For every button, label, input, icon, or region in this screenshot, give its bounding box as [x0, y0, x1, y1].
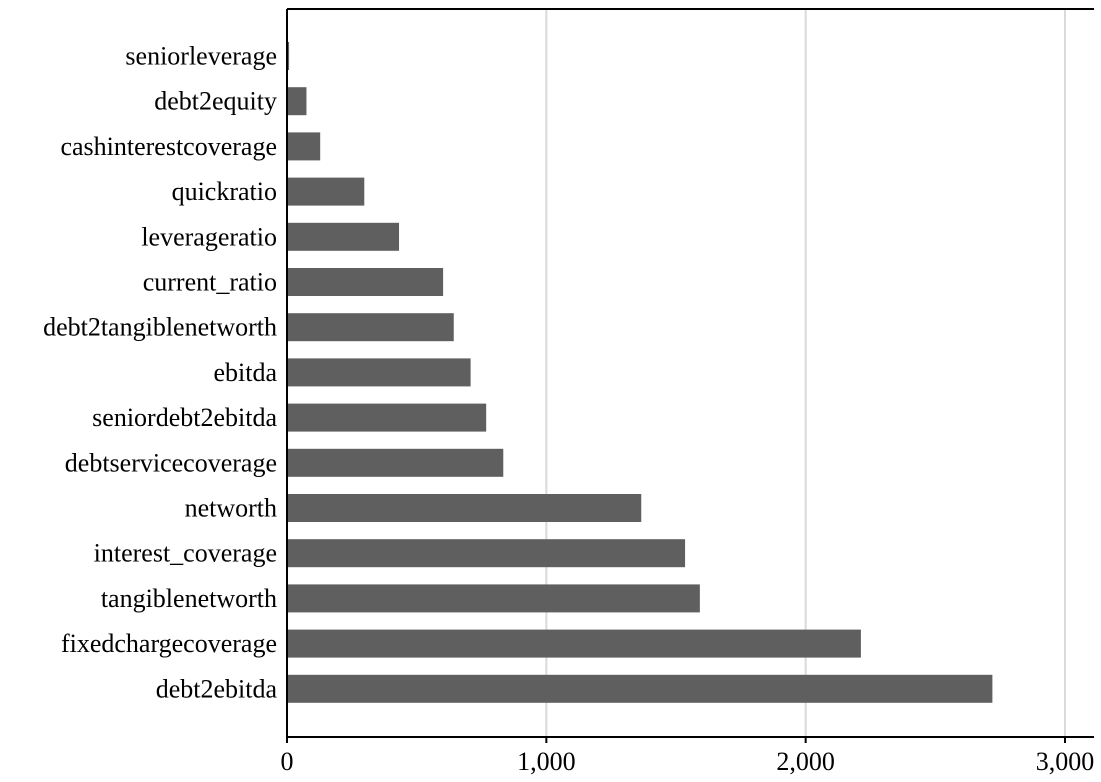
bars [287, 42, 993, 703]
x-tick-label: 2,000 [776, 747, 835, 776]
bar-debt2equity [287, 87, 307, 116]
category-label: seniordebt2ebitda [92, 403, 277, 432]
x-tick-label: 0 [281, 747, 294, 776]
bar-debt2ebitda [287, 674, 993, 703]
bar-interest-coverage [287, 539, 686, 568]
bar-seniorleverage [287, 42, 290, 70]
category-label: tangiblenetworth [101, 584, 277, 613]
x-tick-label: 1,000 [517, 747, 576, 776]
bar-current-ratio [287, 268, 444, 296]
bar-cashinterestcoverage [287, 132, 321, 161]
category-label: leverageratio [141, 222, 277, 251]
bar-tangiblenetworth [287, 584, 700, 613]
bar-networth [287, 494, 642, 522]
bar-quickratio [287, 177, 365, 206]
category-label: cashinterestcoverage [60, 132, 277, 161]
category-label: current_ratio [143, 268, 277, 297]
bar-debtservicecoverage [287, 448, 504, 477]
bar-ebitda [287, 358, 471, 387]
bar-fixedchargecoverage [287, 629, 861, 658]
category-label: debtservicecoverage [65, 448, 277, 477]
x-tick-labels: 0 1,000 2,000 3,000 [281, 747, 1095, 776]
x-tick-label: 3,000 [1036, 747, 1095, 776]
category-label: debt2tangiblenetworth [43, 313, 277, 342]
category-label: fixedchargecoverage [61, 629, 277, 658]
grid-lines [545, 9, 1066, 737]
axes [286, 8, 1094, 743]
category-label: ebitda [213, 358, 277, 387]
category-label: debt2ebitda [156, 674, 278, 703]
category-label: seniorleverage [125, 42, 277, 71]
category-label: interest_coverage [94, 539, 277, 568]
category-label: networth [185, 494, 277, 523]
bar-leverageratio [287, 222, 400, 251]
bar-debt2tangiblenetworth [287, 313, 454, 342]
category-label: quickratio [172, 177, 277, 206]
category-labels: seniorleverage debt2equity cashinterestcov… [43, 42, 277, 704]
bar-seniordebt2ebitda [287, 403, 487, 432]
category-label: debt2equity [154, 87, 277, 116]
